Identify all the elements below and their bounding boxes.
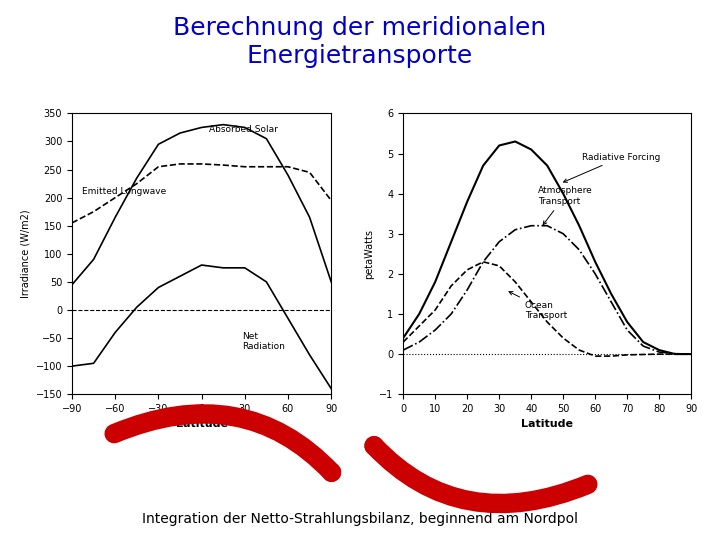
Text: Ocean
Transport: Ocean Transport (509, 292, 567, 320)
Y-axis label: petaWatts: petaWatts (364, 229, 374, 279)
Text: Absorbed Solar: Absorbed Solar (209, 125, 278, 134)
X-axis label: Latitude: Latitude (521, 420, 573, 429)
Text: Net
Radiation: Net Radiation (242, 332, 285, 352)
X-axis label: Latitude: Latitude (176, 420, 228, 429)
Text: Radiative Forcing: Radiative Forcing (564, 152, 661, 183)
Text: Emitted Longwave: Emitted Longwave (82, 187, 166, 195)
Text: Atmosphere
Transport: Atmosphere Transport (538, 186, 593, 225)
Text: Integration der Netto-Strahlungsbilanz, beginnend am Nordpol: Integration der Netto-Strahlungsbilanz, … (142, 512, 578, 526)
Y-axis label: Irradiance (W/m2): Irradiance (W/m2) (20, 210, 30, 298)
Text: Berechnung der meridionalen
Energietransporte: Berechnung der meridionalen Energietrans… (174, 16, 546, 68)
